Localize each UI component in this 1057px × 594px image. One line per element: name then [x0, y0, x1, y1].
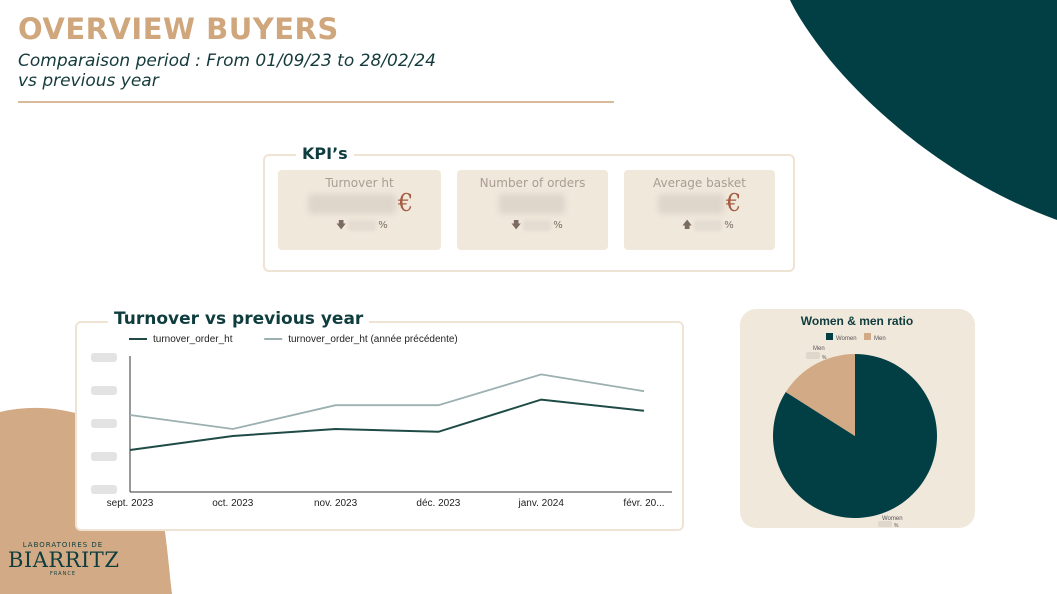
kpi-delta-unit: % [553, 220, 563, 231]
slice-value-hidden [806, 352, 820, 359]
legend-label: Women [836, 336, 857, 342]
kpi-delta: 🡅% [682, 218, 734, 235]
slice-value-hidden [878, 521, 892, 527]
kpi-card-turnover: Turnover ht € 🡇% [278, 170, 441, 250]
y-tick-hidden [91, 452, 117, 461]
subtitle-comparison: vs previous year [18, 71, 159, 91]
kpi-label: Number of orders [479, 176, 586, 190]
kpi-currency: € [398, 189, 414, 217]
kpi-label: Average basket [653, 176, 746, 190]
legend-label: Men [874, 336, 886, 342]
legend-swatch [826, 333, 833, 340]
legend-swatch [864, 333, 871, 340]
y-tick-hidden [91, 419, 117, 428]
kpi-value-hidden [499, 194, 565, 214]
x-tick-label: févr. 20... [623, 498, 664, 509]
brand-logo: LABORATOIRES DE BIARRITZ FRANCE [8, 541, 120, 577]
kpi-label: Turnover ht [325, 176, 394, 190]
page-subtitle: Comparaison period : From 01/09/23 to 28… [18, 51, 436, 91]
series-line-0 [129, 398, 645, 451]
logo-line3: FRANCE [50, 571, 76, 577]
subtitle-period: Comparaison period : From 01/09/23 to 28… [18, 51, 437, 71]
slice-label-men: Men [813, 346, 825, 352]
x-tick-label: nov. 2023 [314, 498, 358, 509]
arrow-down-icon: 🡇 [336, 220, 347, 231]
kpi-card-orders: Number of orders 🡇% [457, 170, 608, 250]
x-tick-label: janv. 2024 [517, 498, 564, 509]
kpi-value-hidden [308, 194, 396, 214]
arrow-down-icon: 🡇 [511, 220, 522, 231]
arrow-up-icon: 🡅 [682, 220, 693, 231]
legend-label: turnover_order_ht (année précédente) [288, 334, 458, 345]
kpi-delta: 🡇% [511, 218, 563, 235]
line-chart-title: Turnover vs previous year [108, 309, 370, 329]
pie-slice-men [785, 354, 855, 436]
kpi-currency: € [726, 189, 742, 217]
page-title: OVERVIEW BUYERS [18, 12, 339, 46]
kpi-delta: 🡇% [336, 218, 388, 235]
pie-title: Women & men ratio [801, 314, 913, 328]
series-line-1 [129, 373, 645, 430]
title-divider [18, 101, 614, 103]
line-chart-panel [75, 321, 684, 531]
kpi-panel [263, 154, 795, 272]
slice-unit: % [894, 523, 899, 528]
logo-line2: BIARRITZ [8, 548, 120, 572]
kpi-value-hidden [658, 194, 724, 214]
y-tick-hidden [91, 353, 117, 362]
kpi-card-basket: Average basket € 🡅% [624, 170, 775, 250]
slice-label-women: Women [882, 516, 903, 522]
kpi-title: KPI’s [296, 144, 354, 163]
slice-unit: % [822, 355, 827, 361]
turnover-line-chart: turnover_order_ht turnover_order_ht (anné… [91, 334, 672, 509]
x-tick-label: oct. 2023 [212, 498, 254, 509]
kpi-delta-unit: % [378, 220, 388, 231]
logo-line1: LABORATOIRES DE [22, 541, 104, 549]
x-tick-label: sept. 2023 [107, 498, 154, 509]
x-tick-label: déc. 2023 [416, 498, 460, 509]
y-tick-hidden [91, 386, 117, 395]
y-tick-hidden [91, 485, 117, 494]
kpi-delta-unit: % [724, 220, 734, 231]
legend-label: turnover_order_ht [153, 334, 233, 345]
